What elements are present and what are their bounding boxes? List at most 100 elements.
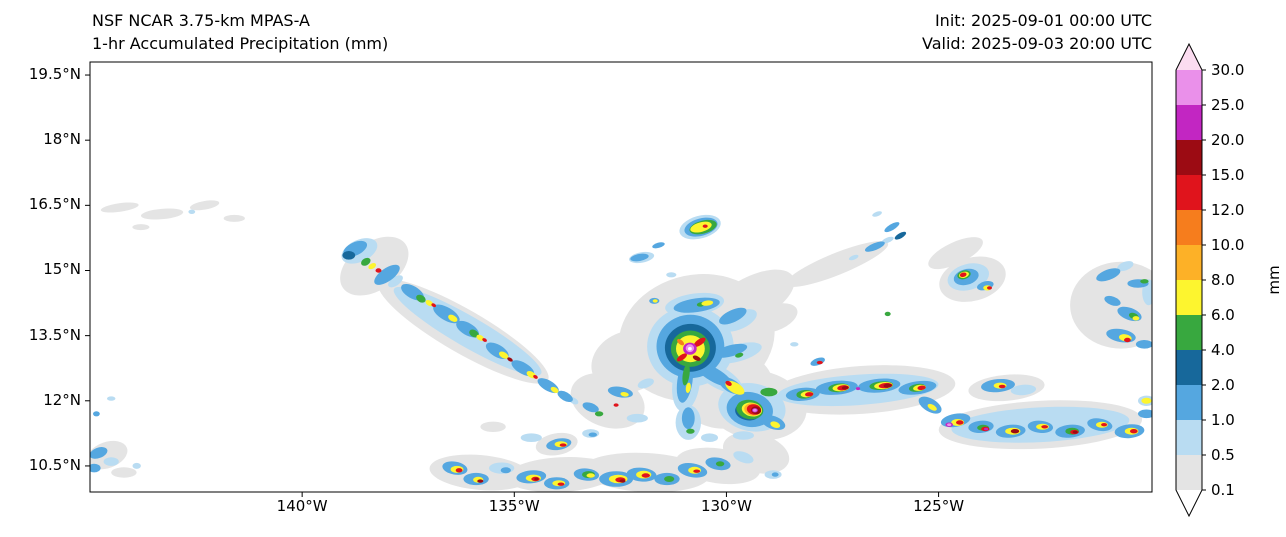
precip-cell: [132, 462, 141, 469]
colorbar-segment: [1176, 70, 1202, 106]
precip-cell: [884, 311, 891, 317]
precip-cell: [368, 263, 377, 270]
colorbar-unit-label: mm: [1265, 265, 1283, 294]
precip-cell: [500, 467, 511, 474]
precip-cell: [477, 479, 484, 483]
model-title: NSF NCAR 3.75-km MPAS-A: [92, 11, 310, 30]
precip-cell: [1138, 409, 1152, 419]
precip-cell: [928, 237, 983, 270]
precip-cell: [998, 384, 1006, 389]
colorbar-segment: [1176, 455, 1202, 491]
precip-cell: [733, 451, 754, 464]
colorbar-tick-label: 20.0: [1211, 131, 1244, 149]
precip-cell: [894, 231, 907, 240]
precipitation-map: [85, 61, 1153, 497]
precip-cell: [686, 428, 695, 434]
precip-cell: [93, 411, 100, 417]
precip-cell: [884, 222, 900, 233]
precip-cell: [701, 433, 718, 442]
precip-cell: [692, 355, 701, 361]
precip-cell: [1041, 425, 1049, 429]
valid-time-label: Valid: 2025-09-03 20:00 UTC: [921, 34, 1152, 53]
colorbar-tick-label: 30.0: [1211, 61, 1244, 79]
precip-cell: [448, 314, 458, 322]
colorbar-segment: [1176, 385, 1202, 421]
precip-cell: [883, 383, 892, 388]
figure-title-block: NSF NCAR 3.75-km MPAS-A 1-hr Accumulated…: [92, 9, 388, 55]
precip-cell: [375, 268, 382, 273]
precip-cell: [666, 272, 677, 278]
precip-cell: [664, 476, 675, 482]
precip-cell: [388, 275, 403, 288]
precip-cell: [132, 224, 150, 231]
precip-cell: [805, 392, 814, 397]
figure-time-block: Init: 2025-09-01 00:00 UTC Valid: 2025-0…: [922, 9, 1152, 55]
precip-cell: [693, 469, 701, 473]
precip-cell: [431, 303, 437, 308]
precip-cell: [189, 200, 220, 211]
precip-cell: [652, 299, 658, 303]
precip-cell: [533, 374, 538, 379]
precip-cell: [681, 407, 695, 430]
precipitation-field: [90, 200, 1152, 492]
precip-cell: [107, 396, 116, 401]
precip-cell: [188, 209, 196, 214]
colorbar-tick-label: 2.0: [1211, 376, 1235, 394]
precip-cell: [455, 468, 463, 473]
precip-cell: [620, 392, 629, 397]
colorbar-tick-label: 0.1: [1211, 481, 1235, 499]
precip-cell: [1010, 384, 1037, 396]
precip-cell: [482, 338, 487, 342]
precip-cell: [637, 378, 654, 389]
precip-cell: [701, 300, 714, 306]
x-tick-label: 130°W: [700, 497, 752, 515]
precip-cell: [714, 343, 748, 358]
precip-cell: [682, 363, 690, 386]
colorbar-segment: [1176, 105, 1202, 141]
precip-cell: [534, 477, 539, 481]
precip-cell: [1130, 429, 1138, 434]
precip-cell: [90, 447, 108, 459]
colorbar-segment: [1176, 175, 1202, 211]
colorbar-tick-label: 4.0: [1211, 341, 1235, 359]
init-time-label: Init: 2025-09-01 00:00 UTC: [934, 11, 1152, 30]
colorbar-segment: [1176, 350, 1202, 386]
precip-cell: [927, 403, 937, 411]
precip-cell: [520, 433, 542, 442]
y-tick-label: 15°N: [43, 260, 81, 279]
precip-cell: [917, 385, 926, 391]
precip-cell: [652, 242, 665, 249]
colorbar-segment: [1176, 420, 1202, 456]
precip-cell: [416, 294, 426, 303]
colorbar-segment: [1176, 140, 1202, 176]
y-tick-label: 12°N: [43, 390, 81, 409]
colorbar-segment: [1176, 245, 1202, 281]
precip-cell: [619, 479, 626, 483]
precip-cell: [582, 402, 599, 413]
precip-cell: [760, 387, 778, 397]
product-title: 1-hr Accumulated Precipitation (mm): [92, 34, 389, 53]
precip-cell: [342, 251, 356, 260]
colorbar-segment: [1176, 280, 1202, 316]
precip-cell: [735, 352, 744, 358]
precip-cell: [715, 461, 725, 467]
plot-frame: [89, 61, 1153, 493]
colorbar-tick-label: 15.0: [1211, 166, 1244, 184]
precip-cell: [956, 420, 964, 425]
precip-cell: [881, 236, 894, 244]
colorbar-tick-label: 25.0: [1211, 96, 1244, 114]
precip-cell: [719, 307, 747, 325]
precip-cell: [816, 360, 823, 365]
y-tick-label: 13.5°N: [28, 325, 81, 344]
precip-cell: [476, 334, 485, 341]
x-tick-label: 135°W: [488, 497, 540, 515]
precip-cell: [586, 473, 595, 478]
precip-cell: [790, 342, 799, 347]
precip-cell: [469, 329, 479, 338]
precip-cell: [507, 357, 513, 362]
precip-cell: [1101, 423, 1108, 427]
precip-cell: [702, 224, 708, 228]
precip-cell: [630, 253, 649, 262]
precip-cell: [947, 423, 952, 426]
